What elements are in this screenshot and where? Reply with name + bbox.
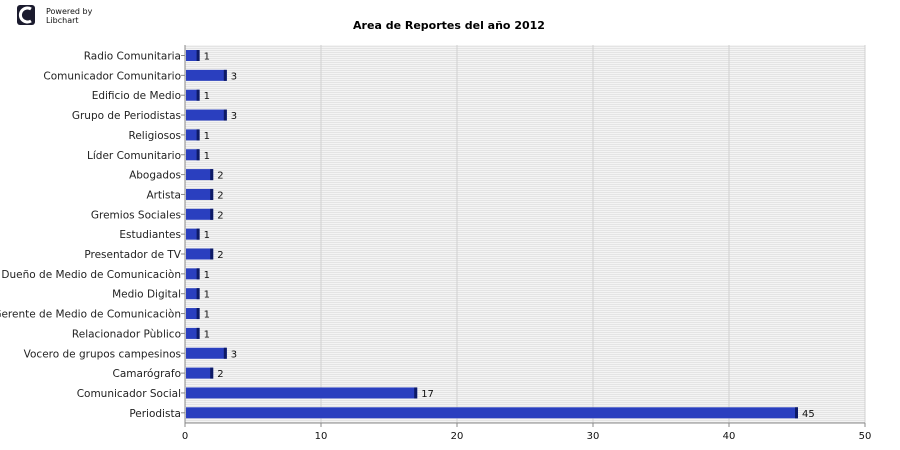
bar: [186, 327, 200, 339]
bar: [186, 347, 227, 359]
value-label: 1: [204, 91, 210, 102]
bar-edge: [196, 308, 200, 320]
value-label: 45: [802, 409, 815, 420]
x-tick-label: 50: [859, 431, 872, 442]
category-label: Gerente de Medio de Comunicaciòn: [0, 309, 181, 321]
bar-edge: [196, 327, 200, 339]
bar: [186, 109, 227, 121]
bar: [186, 169, 214, 181]
bar-edge: [210, 208, 214, 220]
category-label: Abogados: [129, 170, 181, 182]
grid: [320, 45, 866, 423]
x-tick-label: 40: [723, 431, 736, 442]
value-label: 2: [217, 210, 223, 221]
category-label: Comunicador Social: [77, 388, 181, 400]
plot-area: [185, 45, 865, 423]
bar-edge: [795, 407, 798, 419]
value-label: 3: [231, 111, 237, 122]
bar: [186, 288, 200, 300]
bar-edge: [196, 268, 200, 280]
libchart-logo: Powered by Libchart: [17, 5, 93, 25]
bar-edge: [414, 387, 418, 399]
logo-libchart: Libchart: [46, 16, 79, 25]
category-label: Camarógrafo: [113, 368, 181, 380]
bar-edge: [196, 149, 200, 161]
x-axis-ticks: 0 10 20 30 40 50: [182, 423, 872, 442]
bar-edge: [196, 50, 200, 61]
logo-powered-by: Powered by: [46, 7, 93, 16]
bar-edge: [210, 367, 214, 379]
bar-edge: [196, 89, 200, 101]
category-label: Vocero de grupos campesinos: [24, 348, 181, 360]
category-label: Grupo de Periodistas: [72, 110, 181, 122]
bar: [186, 50, 200, 61]
bar: [186, 248, 214, 260]
bars: [186, 50, 798, 419]
bar: [186, 407, 798, 419]
chart-title: Area de Reportes del año 2012: [353, 19, 545, 32]
value-label: 2: [217, 369, 223, 380]
bar-edge: [196, 129, 200, 141]
value-label: 1: [204, 290, 210, 301]
x-tick-label: 30: [587, 431, 600, 442]
bar-edge: [223, 69, 227, 81]
category-label: Comunicador Comunitario: [43, 70, 181, 82]
libchart-logo-icon: [17, 5, 35, 25]
category-label: Edificio de Medio: [92, 90, 181, 102]
x-tick-label: 10: [315, 431, 328, 442]
bar-edge: [210, 188, 214, 200]
bar: [186, 268, 200, 280]
category-labels: Radio Comunitaria Comunicador Comunitario…: [0, 51, 185, 420]
value-label: 1: [204, 230, 210, 241]
value-label: 1: [204, 329, 210, 340]
value-label: 17: [421, 389, 434, 400]
category-label: Estudiantes: [119, 229, 181, 241]
bar: [186, 149, 200, 161]
category-label: Líder Comunitario: [87, 150, 181, 162]
x-tick-label: 0: [182, 431, 188, 442]
value-label: 1: [204, 131, 210, 142]
bar-edge: [196, 228, 200, 240]
category-label: Religiosos: [129, 130, 182, 142]
bar: [186, 208, 214, 220]
category-label: Radio Comunitaria: [84, 51, 181, 63]
bar: [186, 387, 418, 399]
category-label: Presentador de TV: [84, 249, 181, 261]
category-label: Medio Digital: [112, 289, 181, 301]
bar-edge: [210, 248, 214, 260]
value-label: 2: [217, 171, 223, 182]
bar: [186, 308, 200, 320]
category-label: Dueño de Medio de Comunicaciòn: [1, 269, 181, 281]
bar: [186, 228, 200, 240]
bar: [186, 367, 214, 379]
bar: [186, 129, 200, 141]
value-label: 2: [217, 190, 223, 201]
category-label: Gremios Sociales: [91, 209, 181, 221]
bar-edge: [223, 347, 227, 359]
bar-edge: [223, 109, 227, 121]
bar: [186, 188, 214, 200]
value-label: 3: [231, 71, 237, 82]
value-label: 1: [204, 52, 210, 63]
category-label: Periodista: [129, 408, 181, 420]
category-label: Artista: [146, 189, 181, 201]
x-tick-label: 20: [451, 431, 464, 442]
value-label: 3: [231, 349, 237, 360]
value-label: 1: [204, 270, 210, 281]
bar-edge: [196, 288, 200, 300]
bar: [186, 69, 227, 81]
value-label: 1: [204, 151, 210, 162]
bar-edge: [210, 169, 214, 181]
category-label: Relacionador Pùblico: [72, 328, 181, 340]
value-label: 2: [217, 250, 223, 261]
bar: [186, 89, 200, 101]
value-label: 1: [204, 310, 210, 321]
